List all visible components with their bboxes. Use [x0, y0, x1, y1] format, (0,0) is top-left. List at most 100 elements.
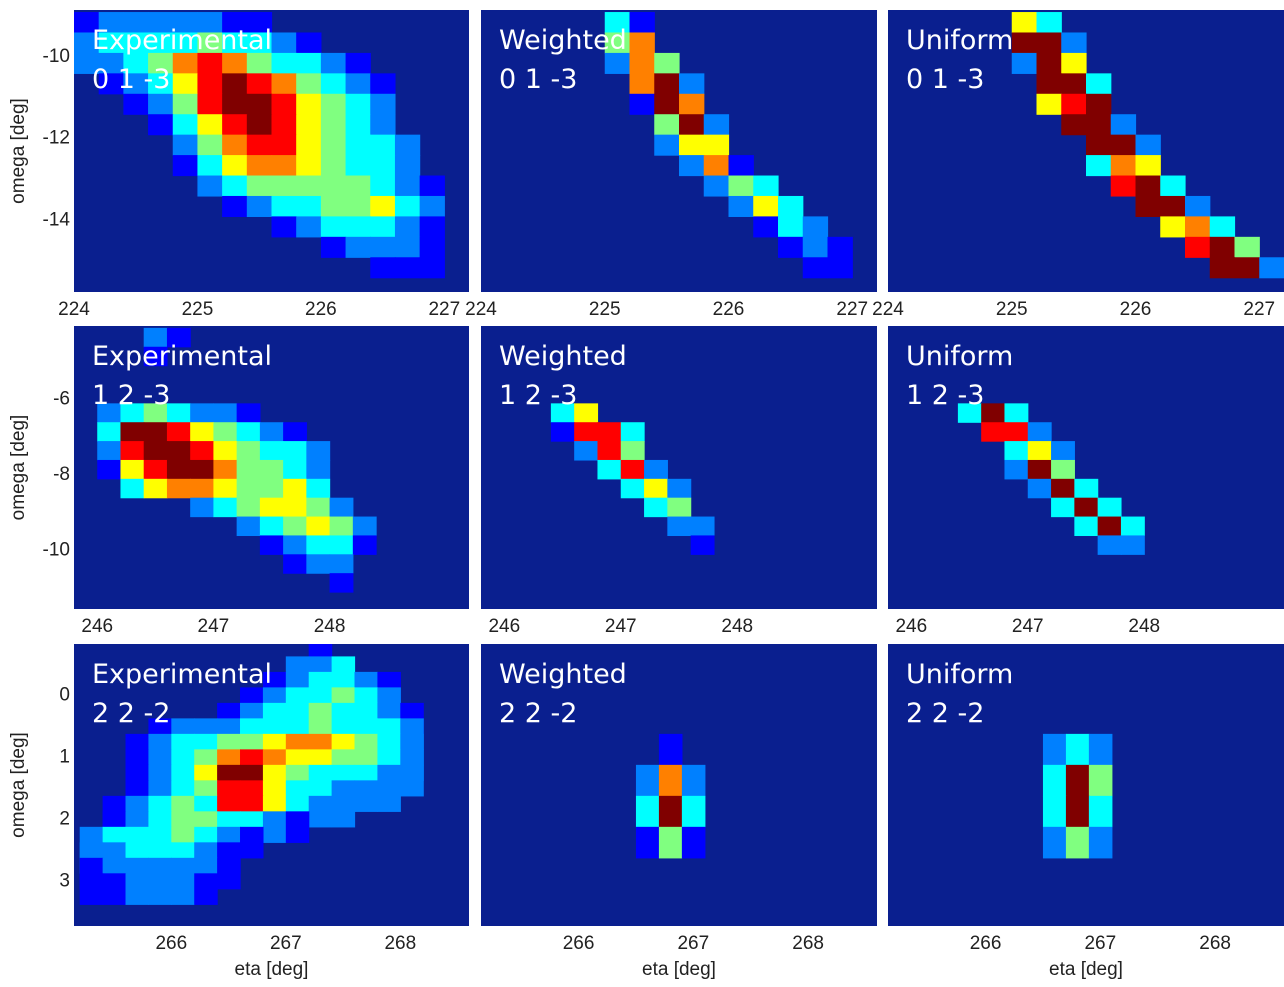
panel-subtitle: 0 1 -3 [906, 64, 984, 95]
heatmap-cell [79, 873, 104, 905]
heatmap-cell [97, 459, 122, 480]
heatmap-cell [259, 459, 284, 480]
heatmap-cell [222, 134, 248, 156]
heatmap-cell [620, 441, 645, 461]
heatmap-cell [271, 73, 297, 95]
heatmap-cell [1027, 441, 1052, 461]
heatmap-cell [166, 441, 191, 461]
y-tick-label: -10 [43, 540, 70, 561]
heatmap-cell [1011, 52, 1038, 74]
heatmap-cell [320, 134, 347, 156]
heatmap-cell [1051, 497, 1075, 518]
heatmap-cell [629, 32, 655, 54]
heatmap-cell [123, 73, 149, 95]
heatmap-cell [74, 12, 100, 34]
heatmap-cell [1088, 764, 1113, 797]
heatmap-cell [604, 32, 631, 54]
heatmap-cell [394, 195, 421, 217]
heatmap-cell [574, 422, 599, 442]
heatmap-cell [213, 497, 238, 518]
heatmap-cells [550, 403, 715, 555]
heatmap-cell [320, 114, 347, 136]
heatmap-cell [981, 422, 1006, 442]
heatmap-cell [1042, 826, 1067, 859]
panel-background [888, 326, 1284, 609]
heatmap-cells [1011, 12, 1284, 279]
heatmap-cell [213, 459, 238, 480]
heatmap-cell [120, 459, 145, 480]
heatmap-cell [604, 52, 631, 74]
x-axis-label: eta [deg] [235, 959, 309, 980]
heatmap-cell [123, 12, 149, 34]
heatmap-cell [296, 52, 322, 74]
heatmap-cell [283, 497, 307, 518]
heatmap-cell [345, 134, 371, 156]
y-tick-label: 0 [59, 685, 70, 706]
heatmap-cell [259, 478, 284, 499]
heatmap-panel: Uniform 2 2 -2 266 267 268 eta [deg] [888, 644, 1284, 980]
heatmap-cell [679, 114, 705, 136]
heatmap-cell [1036, 73, 1062, 95]
x-tick-label: 227 [428, 299, 460, 320]
heatmap-cell [320, 216, 347, 238]
heatmap-panel: Experimental 1 2 -3 246 247 248 -10 -8 -6 omega … [8, 326, 469, 637]
x-tick-label: 266 [563, 933, 595, 954]
heatmap-cell [172, 114, 199, 136]
heatmap-cell [246, 134, 273, 156]
heatmap-cell [728, 155, 754, 177]
panel-title: Experimental [92, 341, 272, 372]
heatmap-cell [1065, 733, 1090, 766]
heatmap-cell [667, 516, 692, 537]
heatmap-cell [604, 12, 631, 34]
heatmap-cell [1027, 478, 1052, 499]
heatmap-cell [352, 516, 377, 537]
heatmap-cell [345, 216, 371, 238]
x-tick-label: 247 [605, 616, 637, 637]
heatmap-cell [419, 216, 445, 238]
heatmap-cell [345, 236, 371, 258]
heatmap-cell [1110, 155, 1137, 177]
heatmap-cell [1185, 195, 1211, 217]
heatmap-cell [166, 327, 191, 348]
heatmap-cell [222, 93, 248, 115]
heatmap-cell [283, 478, 307, 499]
heatmap-cell [222, 114, 248, 136]
heatmap-cell [296, 155, 322, 177]
heatmap-cell [753, 175, 779, 197]
y-tick-label: 1 [59, 747, 70, 768]
heatmap-cell [143, 327, 168, 348]
heatmap-cell [654, 52, 680, 74]
heatmap-cell [190, 403, 215, 423]
heatmap-cell [981, 403, 1006, 423]
heatmap-cell [370, 114, 396, 136]
heatmap-cells [604, 12, 853, 279]
heatmap-cell [222, 12, 248, 34]
y-tick-label: -6 [53, 389, 70, 410]
heatmap-cell [143, 459, 168, 480]
heatmap-cell [644, 497, 668, 518]
heatmap-cell [550, 403, 575, 423]
heatmap-cell [1185, 236, 1211, 258]
heatmap-cell [345, 73, 371, 95]
x-tick-label: 227 [836, 299, 868, 320]
heatmap-cell [1004, 441, 1029, 461]
heatmap-cell [283, 422, 307, 442]
heatmap-cell [1061, 52, 1087, 74]
heatmap-cell [654, 73, 680, 95]
heatmap-cell [98, 52, 124, 74]
panel-subtitle: 0 1 -3 [92, 64, 170, 95]
y-tick-label: 2 [59, 809, 70, 830]
panel-subtitle: 1 2 -3 [499, 380, 577, 411]
heatmap-cell [172, 12, 199, 34]
x-axis-label: eta [deg] [1049, 959, 1123, 980]
heatmap-cell [1135, 134, 1161, 156]
heatmap-cell [329, 516, 354, 537]
heatmap-cell [271, 32, 297, 54]
heatmap-cell [703, 155, 730, 177]
heatmap-cell [74, 32, 100, 54]
heatmap-cell [143, 478, 168, 499]
panel-subtitle: 1 2 -3 [906, 380, 984, 411]
heatmap-cell [1234, 257, 1260, 279]
heatmap-cell [352, 535, 377, 555]
heatmap-cell [329, 573, 354, 593]
